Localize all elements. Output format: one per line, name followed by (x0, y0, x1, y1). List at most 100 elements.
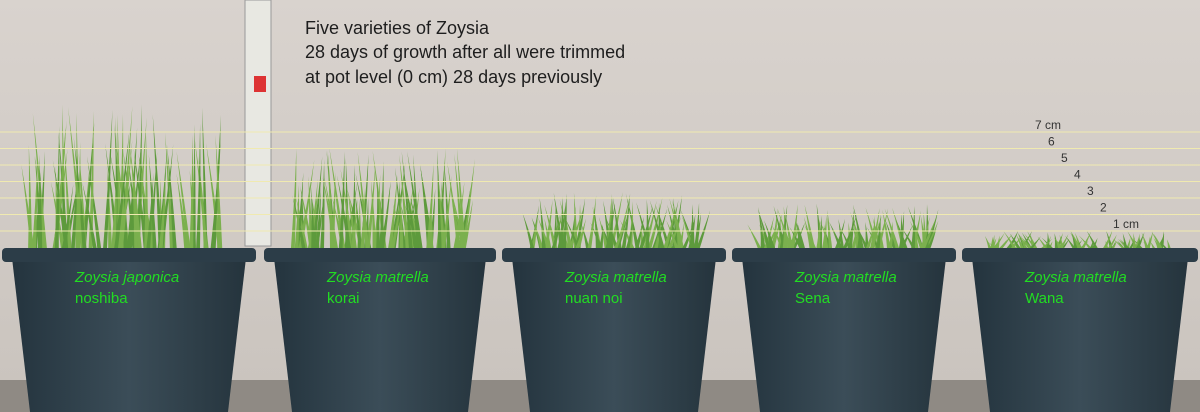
grass-blade (907, 206, 925, 252)
grass-blade (884, 208, 901, 252)
species-label: Zoysia matrella (564, 269, 667, 286)
title-line: at pot level (0 cm) 28 days previously (305, 67, 602, 87)
grass-blade (399, 154, 410, 252)
grass-blade (349, 198, 358, 252)
grass-blade (827, 217, 833, 252)
grass-blade (598, 224, 604, 252)
grass-blade (31, 159, 38, 252)
grass (21, 104, 1172, 253)
grass-blade (429, 203, 434, 252)
grass-blade (437, 172, 446, 252)
grass-blade (782, 223, 787, 252)
grass-blade (544, 218, 552, 252)
grass-blade (1106, 230, 1114, 252)
height-label: 3 (1087, 184, 1094, 198)
grass-blade (401, 151, 414, 252)
grass-blade (215, 135, 223, 252)
grass-blade (145, 172, 154, 252)
pot-body (512, 258, 716, 412)
grass-blade (574, 222, 585, 252)
grass-blade (586, 195, 597, 252)
grass-blade (529, 213, 538, 252)
grass-blade (770, 208, 778, 252)
grass-blade (357, 152, 370, 252)
pot-rim (732, 248, 956, 262)
grass-blade (58, 131, 69, 252)
grass-blade (64, 141, 72, 252)
grass-blade (653, 218, 662, 252)
grass-blade (128, 138, 143, 252)
pot-body (12, 258, 246, 412)
grass-blade (290, 148, 297, 252)
grass-blade (202, 107, 208, 253)
grass-blade (989, 234, 995, 252)
grass-blade (925, 228, 937, 252)
grass-blade (102, 109, 113, 252)
grass-blade (869, 208, 880, 252)
pot-body (972, 258, 1188, 412)
grass-blade (533, 220, 545, 252)
grass-blade (887, 221, 893, 252)
grass-blade (817, 215, 823, 252)
grass-blade (338, 151, 345, 252)
grass-blade (550, 218, 561, 252)
grass-blade (164, 132, 174, 252)
grass-blade (833, 218, 846, 252)
grass-blade (440, 175, 452, 252)
grass-blade (624, 218, 634, 252)
grass-blade (690, 204, 695, 252)
grass-blade (875, 213, 881, 252)
grass-blade (399, 189, 404, 252)
height-label: 2 (1100, 201, 1107, 215)
grass-blade (864, 223, 875, 252)
pot-body (742, 258, 946, 412)
grass-blade (311, 156, 323, 252)
grass-blade (365, 164, 376, 252)
grass-blade (198, 156, 208, 252)
pot-rim (962, 248, 1198, 262)
variety-label: noshiba (75, 290, 128, 307)
grass-blade (314, 187, 321, 252)
grass-blade (292, 195, 307, 252)
grass-blade (994, 235, 1000, 252)
grass-blade (360, 189, 365, 252)
variety-label: nuan noi (565, 290, 623, 307)
grass-blade (789, 226, 805, 252)
grass-blade (189, 134, 194, 252)
height-label: 5 (1061, 151, 1068, 165)
grass-blade (918, 216, 930, 252)
grass-blade (379, 180, 391, 252)
pots (2, 248, 1198, 412)
grass-blade (1045, 232, 1050, 252)
grass-blade (593, 206, 600, 252)
grass-blade (158, 172, 166, 252)
grass-blade (1015, 234, 1026, 252)
grass-blade (378, 161, 384, 252)
grass-blade (666, 220, 680, 252)
grass-blade (777, 208, 793, 252)
species-label: Zoysia matrella (794, 269, 897, 286)
tape-mark (254, 76, 266, 92)
title-line: 28 days of growth after all were trimmed (305, 42, 625, 62)
grass-blade (1132, 233, 1137, 252)
grass-blade (649, 200, 666, 252)
grass-blade (21, 164, 35, 252)
grass-blade (910, 206, 916, 252)
grass-blade (176, 151, 191, 252)
grass-blade (337, 175, 352, 252)
grass-blade (425, 162, 434, 252)
grass-blade (447, 161, 462, 252)
grass-blade (456, 148, 466, 252)
grass-blade (1158, 231, 1165, 252)
grass-blade (670, 195, 683, 252)
grass-blade (311, 186, 316, 252)
grass-blade (625, 193, 641, 252)
grass-blade (910, 210, 921, 252)
grass-blade (777, 217, 782, 252)
species-label: Zoysia matrella (1024, 269, 1127, 286)
grass-blade (319, 159, 325, 252)
pot-rim (502, 248, 726, 262)
grass-blade (609, 221, 614, 252)
